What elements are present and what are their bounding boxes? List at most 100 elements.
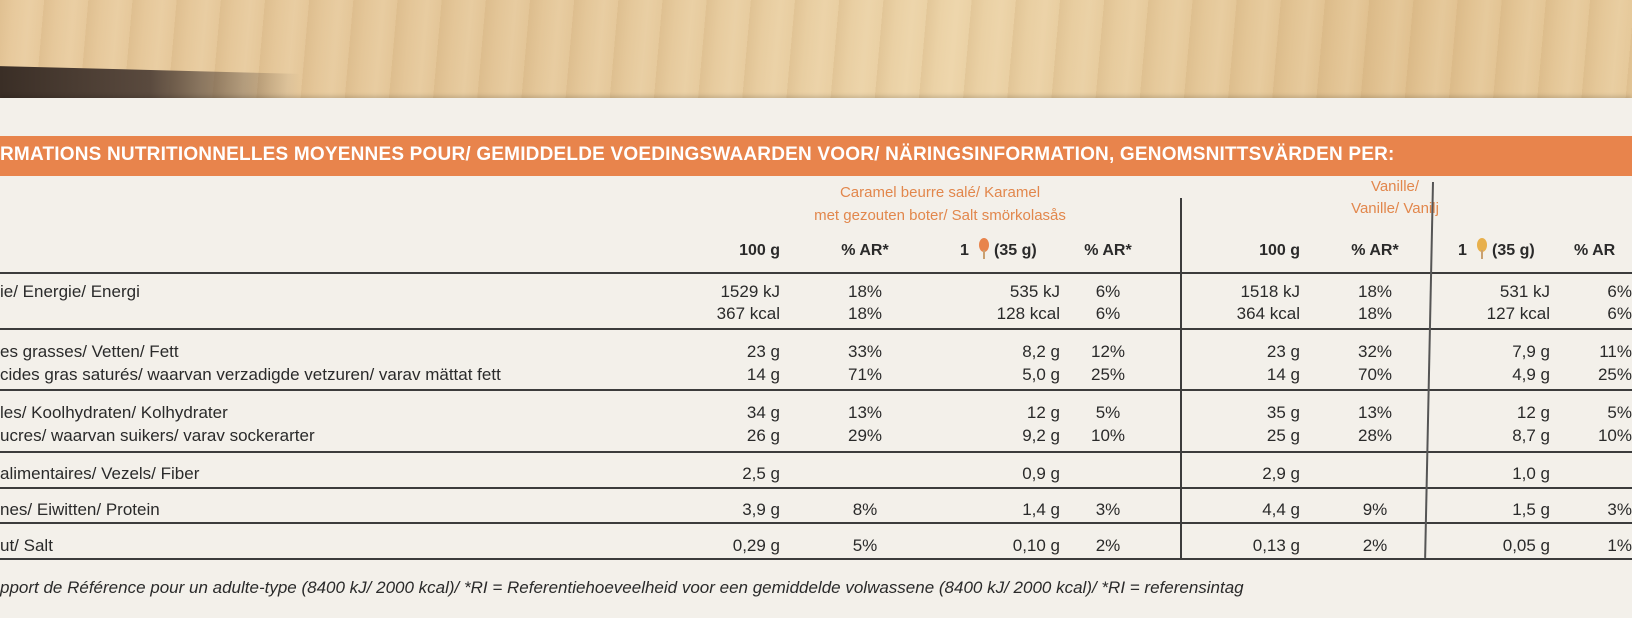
nutrient-value-v100: 35 g	[1266, 403, 1300, 422]
flavor-caramel-line2: met gezouten boter/ Salt smörkolasås	[814, 207, 1066, 224]
nutrient-value-car: 29%	[847, 426, 883, 445]
col-header-vanilla-portion-weight: (35 g)	[1492, 242, 1535, 259]
nutrient-value-vp: 127 kcal	[1486, 304, 1550, 323]
nutrient-label: ut/ Salt	[0, 536, 53, 555]
ice-cream-stick-icon	[1477, 238, 1487, 259]
col-header-caramel-portion-weight: (35 g)	[994, 242, 1037, 259]
nutrient-value-cpar: 5%	[1095, 403, 1121, 422]
nutrient-value-cp: 535 kJ	[1009, 282, 1060, 301]
nutrient-value-vp: 531 kJ	[1499, 282, 1550, 301]
nutrient-value-var: 70%	[1357, 365, 1393, 384]
flavor-vanilla-line2: Vanille/ Vanilj	[1351, 200, 1439, 217]
nutrient-value-c100: 3,9 g	[742, 500, 780, 519]
nutrient-label: nes/ Eiwitten/ Protein	[0, 500, 160, 519]
nutrient-value-cp: 9,2 g	[1022, 426, 1060, 445]
nutrient-value-c100: 367 kcal	[716, 304, 780, 323]
nutrient-value-car: 13%	[847, 403, 883, 422]
nutrient-label: cides gras saturés/ waarvan verzadigde v…	[0, 365, 501, 384]
ice-cream-stick-icon	[979, 238, 989, 259]
nutrient-label: ie/ Energie/ Energi	[0, 282, 140, 301]
nutrient-value-cp: 1,4 g	[1022, 500, 1060, 519]
nutrient-value-cp: 12 g	[1026, 403, 1060, 422]
nutrient-value-cpar: 25%	[1090, 365, 1126, 384]
col-header-caramel-ar: % AR*	[841, 242, 889, 259]
col-header-caramel-100g: 100 g	[739, 242, 780, 259]
nutrient-value-vp: 7,9 g	[1512, 342, 1550, 361]
nutrient-value-cp: 0,9 g	[1022, 464, 1060, 483]
nutrient-value-v100: 4,4 g	[1262, 500, 1300, 519]
nutrient-value-cpar: 12%	[1090, 342, 1126, 361]
nutrient-value-vp: 1,0 g	[1512, 464, 1550, 483]
nutrient-value-cp: 0,10 g	[1012, 536, 1060, 555]
footnote-reference-intake: pport de Référence pour un adulte-type (…	[0, 578, 1244, 597]
table-rule	[0, 558, 1632, 560]
nutrient-value-var: 9%	[1362, 500, 1388, 519]
nutrient-value-c100: 0,29 g	[732, 536, 780, 555]
nutrient-value-car: 18%	[847, 304, 883, 323]
table-rule	[0, 522, 1632, 524]
nutrient-value-v100: 2,9 g	[1262, 464, 1300, 483]
nutrient-value-cp: 5,0 g	[1022, 365, 1060, 384]
nutrient-value-c100: 34 g	[746, 403, 780, 422]
nutrient-value-cpar: 6%	[1095, 304, 1121, 323]
col-header-caramel-portion-count: 1	[960, 242, 969, 259]
nutrient-value-car: 71%	[847, 365, 883, 384]
col-header-caramel-portion-ar: % AR*	[1084, 242, 1132, 259]
nutrient-label: alimentaires/ Vezels/ Fiber	[0, 464, 200, 483]
nutrient-value-var: 18%	[1357, 282, 1393, 301]
col-header-vanilla-portion-ar: % AR	[1574, 242, 1616, 259]
nutrient-value-var: 13%	[1357, 403, 1393, 422]
nutrient-value-vpar: 3%	[1607, 500, 1632, 519]
nutrient-value-vp: 8,7 g	[1512, 426, 1550, 445]
nutrient-value-vpar: 6%	[1607, 282, 1632, 301]
nutrient-value-car: 33%	[847, 342, 883, 361]
nutrient-value-vpar: 25%	[1597, 365, 1632, 384]
table-rule	[0, 328, 1632, 330]
nutrient-value-vpar: 6%	[1607, 304, 1632, 323]
table-rule	[0, 272, 1632, 274]
nutrient-value-cp: 128 kcal	[996, 304, 1060, 323]
nutrient-value-var: 28%	[1357, 426, 1393, 445]
nutrient-value-v100: 14 g	[1266, 365, 1300, 384]
nutrient-value-v100: 23 g	[1266, 342, 1300, 361]
table-rule	[0, 451, 1632, 453]
col-header-vanilla-portion-count: 1	[1458, 242, 1467, 259]
nutrient-value-vp: 12 g	[1516, 403, 1550, 422]
col-header-vanilla-ar: % AR*	[1351, 242, 1399, 259]
nutrient-value-cp: 8,2 g	[1022, 342, 1060, 361]
nutrient-label: es grasses/ Vetten/ Fett	[0, 342, 179, 361]
nutrient-value-var: 2%	[1362, 536, 1388, 555]
nutrient-value-cpar: 2%	[1095, 536, 1121, 555]
nutrient-value-car: 18%	[847, 282, 883, 301]
header-title: RMATIONS NUTRITIONNELLES MOYENNES POUR/ …	[0, 144, 1395, 165]
col-header-vanilla-100g: 100 g	[1259, 242, 1300, 259]
nutrient-value-v100: 364 kcal	[1236, 304, 1300, 323]
nutrient-value-vpar: 11%	[1599, 342, 1632, 361]
nutrient-label: ucres/ waarvan suikers/ varav sockerarte…	[0, 426, 315, 445]
flavor-vanilla-line1: Vanille/	[1370, 178, 1420, 195]
nutrient-value-cpar: 10%	[1090, 426, 1126, 445]
nutrient-value-vpar: 1%	[1607, 536, 1632, 555]
nutrient-value-c100: 14 g	[746, 365, 780, 384]
nutrient-value-c100: 26 g	[746, 426, 780, 445]
nutrient-value-car: 5%	[852, 536, 878, 555]
nutrient-value-car: 8%	[852, 500, 878, 519]
flavor-divider	[1180, 198, 1182, 558]
nutrition-label-card	[0, 98, 1632, 618]
table-rule	[0, 487, 1632, 489]
nutrient-value-vp: 1,5 g	[1512, 500, 1550, 519]
nutrient-value-var: 18%	[1357, 304, 1393, 323]
nutrient-value-vpar: 10%	[1597, 426, 1632, 445]
nutrient-value-v100: 0,13 g	[1252, 536, 1300, 555]
table-rule	[0, 389, 1632, 391]
nutrient-value-cpar: 3%	[1095, 500, 1121, 519]
nutrient-value-c100: 1529 kJ	[720, 282, 780, 301]
nutrient-value-v100: 1518 kJ	[1240, 282, 1300, 301]
nutrient-value-v100: 25 g	[1266, 426, 1300, 445]
nutrient-value-cpar: 6%	[1095, 282, 1121, 301]
nutrient-value-c100: 2,5 g	[742, 464, 780, 483]
nutrient-value-vp: 4,9 g	[1512, 365, 1550, 384]
nutrient-value-var: 32%	[1357, 342, 1393, 361]
nutrient-value-vp: 0,05 g	[1502, 536, 1550, 555]
nutrient-value-c100: 23 g	[746, 342, 780, 361]
